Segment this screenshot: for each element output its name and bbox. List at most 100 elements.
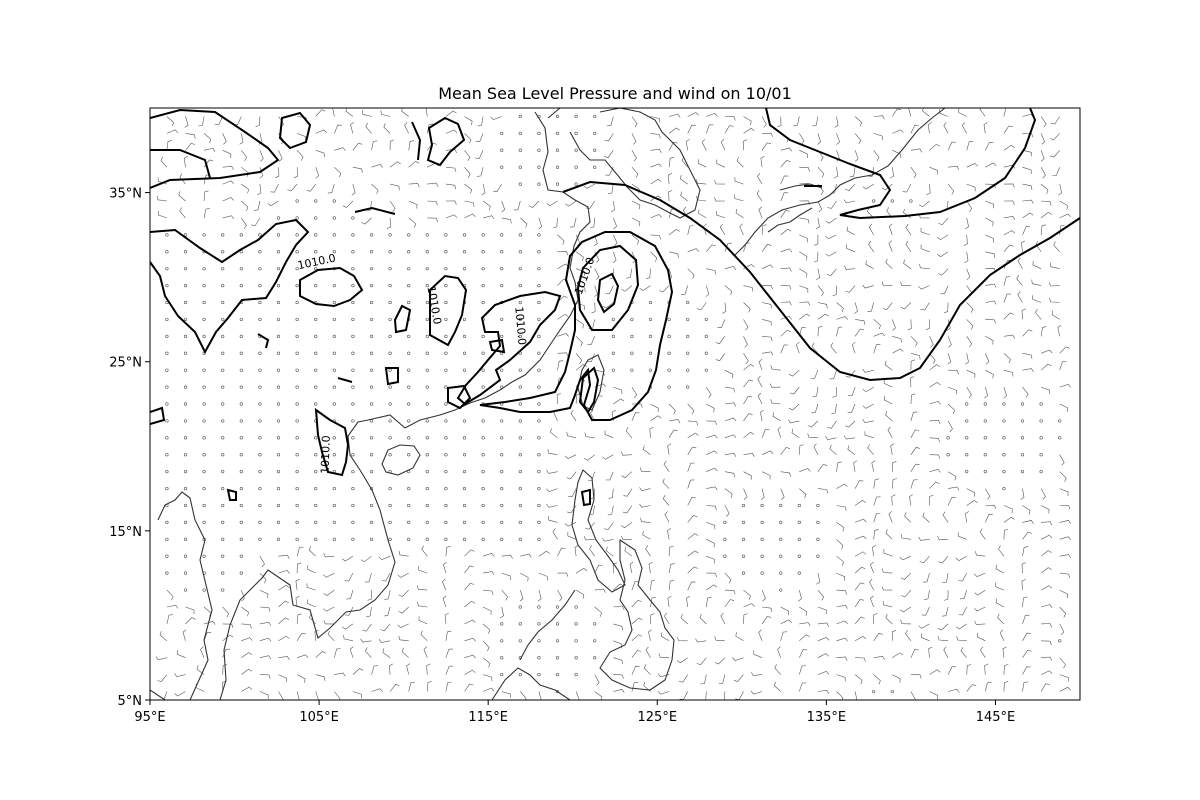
wind-barb-calm [1039, 453, 1043, 457]
wind-barb-calm [295, 351, 299, 355]
wind-barb [185, 617, 196, 625]
wind-barb-calm [314, 317, 318, 322]
wind-barb-calm [388, 503, 392, 508]
wind-barb [724, 599, 735, 608]
wind-barb [585, 200, 595, 209]
wind-barb-calm [741, 503, 746, 508]
wind-barb-calm [481, 453, 485, 457]
wind-barb-calm [314, 199, 318, 203]
wind-barb-calm [221, 436, 225, 440]
wind-barb [222, 197, 235, 202]
wind-barb-calm [537, 300, 541, 305]
wind-barb [602, 454, 614, 460]
wind-barb-calm [332, 334, 336, 338]
wind-barb [401, 647, 409, 658]
wind-barb [1041, 604, 1053, 609]
wind-barb-calm [444, 250, 448, 254]
wind-barb [825, 436, 837, 441]
wind-barb-calm [221, 588, 225, 592]
wind-barb [925, 319, 930, 331]
wind-barb [660, 632, 670, 642]
wind-barb-calm [1058, 436, 1062, 440]
wind-barb-calm [295, 267, 299, 271]
wind-barb [836, 461, 842, 472]
wind-barb-calm [388, 250, 392, 254]
wind-barb-calm [574, 639, 578, 643]
wind-barb-calm [183, 503, 188, 508]
wind-barb-calm [202, 233, 206, 237]
wind-barb [938, 556, 949, 564]
wind-barb [668, 229, 680, 236]
wind-barb-calm [407, 419, 411, 423]
wind-barb-calm [593, 165, 597, 169]
wind-barb-calm [183, 436, 188, 440]
wind-barb [777, 646, 781, 658]
wind-barb [825, 234, 837, 240]
wind-barb [780, 160, 791, 168]
wind-barb [334, 691, 341, 700]
wind-barb-calm [444, 317, 448, 322]
wind-barb-calm [444, 300, 448, 305]
wind-barb [668, 579, 675, 591]
wind-barb [418, 616, 428, 625]
wind-barb-calm [704, 368, 708, 372]
wind-barb-calm [165, 267, 169, 271]
wind-barb-calm [537, 385, 541, 389]
wind-barb [464, 565, 474, 574]
wind-barb [546, 200, 558, 207]
wind-barb [813, 443, 819, 455]
wind-barb [464, 669, 476, 675]
wind-barb-calm [183, 588, 188, 592]
wind-barb [1003, 516, 1015, 523]
wind-barb [862, 403, 874, 409]
wind-barb [483, 215, 495, 220]
wind-barb [327, 184, 335, 194]
wind-barb [985, 141, 994, 151]
wind-barb [836, 620, 848, 625]
wind-barb [770, 365, 781, 371]
wind-barb [718, 674, 726, 685]
wind-barb [985, 682, 992, 692]
wind-barb [1040, 150, 1045, 162]
wind-barb [258, 133, 263, 145]
wind-barb-calm [518, 131, 522, 135]
wind-barb [836, 316, 848, 320]
wind-barb [910, 691, 916, 700]
wind-barb [947, 420, 953, 433]
wind-barb [758, 629, 763, 641]
wind-barb-calm [165, 436, 169, 440]
wind-barb [278, 674, 288, 683]
wind-barb [1022, 531, 1032, 540]
wind-barb-calm [388, 284, 392, 288]
wind-barb-calm [462, 486, 467, 491]
wind-barb [575, 589, 585, 599]
wind-barb [278, 656, 290, 661]
wind-barb [817, 313, 829, 320]
wind-barb [482, 200, 491, 211]
wind-barb [743, 431, 755, 439]
wind-barb [1059, 346, 1070, 354]
wind-barb [639, 503, 651, 508]
wind-barb [929, 364, 941, 371]
wind-barb [371, 140, 378, 151]
wind-barb-calm [407, 351, 411, 355]
wind-barb [520, 553, 532, 558]
wind-barb [398, 589, 409, 597]
wind-barb [1017, 291, 1023, 303]
wind-barb [780, 344, 789, 354]
wind-barb [594, 564, 603, 574]
wind-barb [811, 342, 819, 354]
isobar-sichuan [299, 266, 364, 308]
wind-barb [780, 488, 785, 500]
wind-barb-calm [518, 182, 522, 186]
wind-barb [920, 227, 930, 236]
wind-barb-calm [369, 503, 374, 508]
wind-barb-calm [221, 267, 225, 271]
wind-barb-calm [276, 233, 281, 237]
wind-barb [166, 604, 179, 609]
wind-barb-calm [518, 250, 522, 254]
wind-barb [929, 481, 940, 489]
wind-barb [865, 260, 874, 269]
wind-barb [584, 454, 595, 461]
wind-barb-calm [202, 503, 206, 508]
